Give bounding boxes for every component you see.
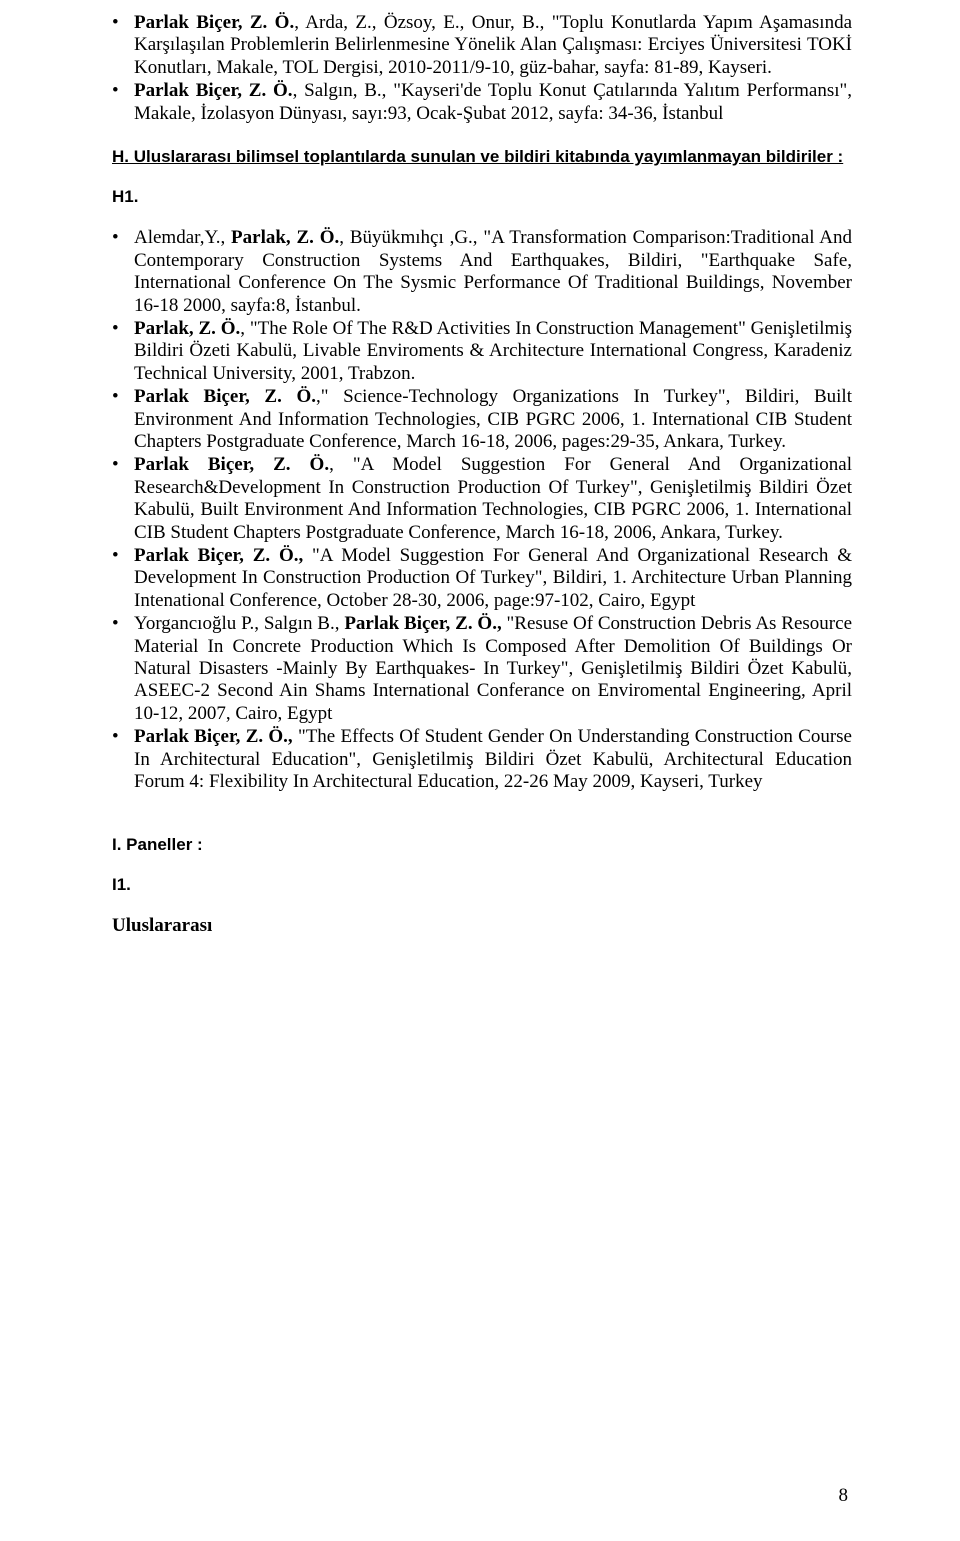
author-bold: Parlak Biçer, Z. Ö.,	[134, 726, 293, 747]
bullet-icon: •	[112, 227, 134, 249]
publication-entry: •Parlak, Z. Ö., "The Role Of The R&D Act…	[112, 318, 852, 385]
author-bold: Parlak Biçer, Z. Ö.	[134, 12, 294, 33]
bullet-icon: •	[112, 80, 134, 102]
bullet-icon: •	[112, 318, 134, 340]
entry-pre: Alemdar,Y.,	[134, 227, 231, 248]
subsection-label-h1: H1.	[112, 187, 852, 207]
bullet-icon: •	[112, 12, 134, 34]
page-number: 8	[839, 1485, 849, 1507]
page-container: •Parlak Biçer, Z. Ö., Arda, Z., Özsoy, E…	[0, 0, 960, 1541]
author-bold: Parlak Biçer, Z. Ö.	[134, 80, 293, 101]
section-heading-i: I. Paneller :	[112, 835, 852, 855]
subsection-text-uluslararasi: Uluslararası	[112, 915, 852, 937]
author-bold: Parlak Biçer, Z. Ö.,	[134, 545, 303, 566]
bullet-icon: •	[112, 726, 134, 748]
publication-entry: •Parlak Biçer, Z. Ö., Salgın, B., "Kayse…	[112, 80, 852, 125]
author-bold: Parlak, Z. Ö.	[134, 318, 240, 339]
publication-entry: •Parlak Biçer, Z. Ö., "A Model Suggestio…	[112, 545, 852, 612]
publication-entry: •Alemdar,Y., Parlak, Z. Ö., Büyükmıhçı ,…	[112, 227, 852, 317]
publication-entry: •Parlak Biçer, Z. Ö.," Science-Technolog…	[112, 386, 852, 453]
author-bold: Parlak, Z. Ö.	[231, 227, 339, 248]
author-bold: Parlak Biçer, Z. Ö.	[134, 386, 316, 407]
bullet-icon: •	[112, 454, 134, 476]
publication-entry: •Parlak Biçer, Z. Ö., Arda, Z., Özsoy, E…	[112, 12, 852, 79]
entry-pre: Yorgancıoğlu P., Salgın B.,	[134, 613, 344, 634]
author-bold: Parlak Biçer, Z. Ö.,	[344, 613, 501, 634]
author-bold: Parlak Biçer, Z. Ö.	[134, 454, 329, 475]
bullet-icon: •	[112, 545, 134, 567]
entry-text: , "The Role Of The R&D Activities In Con…	[134, 318, 852, 384]
spacer	[112, 207, 852, 227]
publication-entry: •Parlak Biçer, Z. Ö., "The Effects Of St…	[112, 726, 852, 793]
publication-entry: •Parlak Biçer, Z. Ö., "A Model Suggestio…	[112, 454, 852, 544]
section-heading-h: H. Uluslararası bilimsel toplantılarda s…	[112, 146, 852, 167]
publication-entry: •Yorgancıoğlu P., Salgın B., Parlak Biçe…	[112, 613, 852, 725]
bullet-icon: •	[112, 386, 134, 408]
subsection-label-i1: I1.	[112, 875, 852, 895]
bullet-icon: •	[112, 613, 134, 635]
